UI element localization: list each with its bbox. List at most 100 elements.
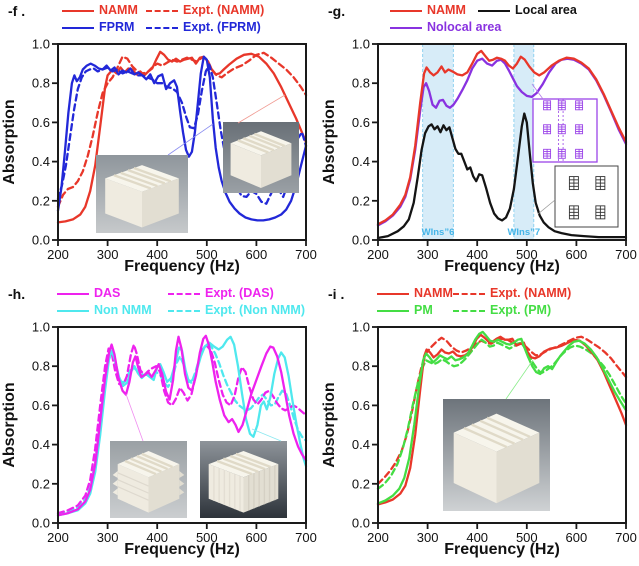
absorption-chart-i: 200 300 400 500 600 700 0.0 0.2 0.4 0.6 0.8 1.0 Freq… bbox=[321, 320, 637, 559]
solid-line-swatch bbox=[390, 26, 422, 29]
cube-top-face bbox=[230, 131, 292, 156]
solid-line-swatch bbox=[377, 292, 409, 295]
x-tick-label: 200 bbox=[47, 530, 69, 545]
legend-item-expt-namm: Expt. (NAMM) bbox=[146, 3, 264, 18]
y-tick-label: 0.0 bbox=[352, 233, 370, 248]
y-tick-label: 0.8 bbox=[352, 359, 370, 374]
x-tick-label: 400 bbox=[466, 247, 488, 262]
legend-label: Non NMM bbox=[94, 303, 152, 317]
y-tick-label: 0.8 bbox=[352, 76, 370, 91]
panel-label: -f . bbox=[8, 3, 26, 19]
x-axis-label: Frequency (Hz) bbox=[444, 258, 560, 275]
resonator-unit-icon bbox=[543, 124, 552, 135]
y-tick-label: 0.6 bbox=[32, 115, 50, 130]
cube-left-face bbox=[230, 143, 261, 188]
connector-line bbox=[125, 393, 144, 442]
legend: DAS Expt. (DAS) Non NMM Expt. (Non NMM) bbox=[0, 283, 319, 323]
cube-right-face bbox=[142, 178, 179, 228]
x-tick-label: 400 bbox=[146, 530, 168, 545]
legend-label: NAMM bbox=[99, 3, 138, 17]
cube-right-face bbox=[496, 432, 540, 504]
solid-line-swatch bbox=[57, 292, 89, 295]
x-tick-label: 300 bbox=[417, 530, 439, 545]
legend-item-expt-pm: Expt. (PM) bbox=[453, 303, 551, 318]
y-axis-label: Absorption bbox=[321, 99, 338, 184]
cube-right-face bbox=[261, 143, 292, 188]
cube-right-face bbox=[148, 464, 180, 513]
inset-schematic-purple bbox=[532, 98, 598, 163]
y-tick-label: 0.2 bbox=[352, 476, 370, 491]
y-tick-label: 0.2 bbox=[32, 193, 50, 208]
y-tick-label: 0.2 bbox=[32, 476, 50, 491]
curve-fprm bbox=[56, 55, 308, 222]
connector-line bbox=[505, 359, 534, 400]
dashed-line-swatch bbox=[146, 26, 178, 29]
x-tick-label: 400 bbox=[146, 247, 168, 262]
x-tick-label: 200 bbox=[47, 247, 69, 262]
curve-expt-pm bbox=[376, 338, 628, 490]
inset-schematic-black bbox=[554, 165, 619, 228]
legend-item-local-area: Local area bbox=[478, 3, 577, 18]
y-tick-label: 0.8 bbox=[32, 359, 50, 374]
legend-label: NAMM bbox=[427, 3, 466, 17]
y-tick-label: 0.4 bbox=[352, 154, 370, 169]
solid-line-swatch bbox=[390, 9, 422, 12]
legend-label: Local area bbox=[515, 3, 577, 17]
inset-sample-photo-steps bbox=[110, 441, 187, 518]
plot-frame bbox=[57, 326, 307, 524]
x-tick-label: 600 bbox=[246, 530, 268, 545]
resonator-unit-icon bbox=[543, 148, 552, 159]
y-axis-label: Absorption bbox=[1, 99, 18, 184]
legend-label: Expt. (FPRM) bbox=[183, 20, 261, 34]
absorption-chart-h: 200 300 400 500 600 700 0.0 0.2 0.4 0.6 0.8 1.0 Freq… bbox=[1, 320, 317, 559]
legend-label: PM bbox=[414, 303, 433, 317]
legend-item-expt-non-nmm: Expt. (Non NMM) bbox=[168, 303, 305, 318]
legend-label: Expt. (NAMM) bbox=[490, 286, 572, 300]
y-tick-label: 0.0 bbox=[32, 233, 50, 248]
cube-top-face bbox=[105, 165, 179, 192]
legend-item-namm: NAMM bbox=[390, 3, 466, 18]
legend-item-fprm: FPRM bbox=[62, 20, 134, 35]
plot-frame bbox=[377, 326, 627, 524]
curve-pm bbox=[376, 330, 628, 505]
panel-g: -g. NAMM Local area Nolocal area WIns”6 WIn… bbox=[320, 0, 639, 283]
y-tick-label: 0.0 bbox=[352, 516, 370, 531]
x-tick-label: 700 bbox=[615, 247, 637, 262]
x-tick-label: 700 bbox=[295, 530, 317, 545]
resonator-unit-icon bbox=[575, 148, 584, 159]
plot-frame bbox=[377, 43, 627, 241]
connector-line bbox=[537, 199, 556, 215]
panel-label: -g. bbox=[328, 3, 346, 19]
solid-line-swatch bbox=[478, 9, 510, 12]
x-tick-label: 300 bbox=[417, 247, 439, 262]
x-tick-label: 200 bbox=[367, 530, 389, 545]
resonator-unit-icon bbox=[557, 124, 566, 135]
resonator-unit-icon bbox=[568, 205, 579, 220]
legend-label: Expt. (NAMM) bbox=[183, 3, 265, 17]
resonator-unit-icon bbox=[575, 124, 584, 135]
x-axis-label: Frequency (Hz) bbox=[124, 258, 240, 275]
connector-line bbox=[237, 94, 286, 124]
curve-namm bbox=[56, 50, 308, 224]
cube-left-face bbox=[453, 432, 497, 504]
x-tick-label: 200 bbox=[367, 247, 389, 262]
dashed-line-swatch bbox=[168, 309, 200, 312]
curve-expt-das bbox=[56, 343, 308, 515]
y-tick-label: 0.4 bbox=[32, 154, 50, 169]
connector-line bbox=[531, 83, 544, 100]
connector-line bbox=[167, 123, 214, 156]
panel-label: -i . bbox=[328, 286, 345, 302]
inset-sample-photo-striped bbox=[223, 122, 299, 193]
solid-line-swatch bbox=[57, 309, 89, 312]
resonator-unit-icon bbox=[575, 100, 584, 111]
legend-item-pm: PM bbox=[377, 303, 433, 318]
legend-item-expt-das: Expt. (DAS) bbox=[168, 286, 274, 301]
legend-item-das: DAS bbox=[57, 286, 120, 301]
x-tick-label: 600 bbox=[246, 247, 268, 262]
highlight-band bbox=[513, 44, 534, 240]
x-tick-label: 600 bbox=[566, 247, 588, 262]
y-tick-label: 0.6 bbox=[352, 115, 370, 130]
resonator-unit-icon bbox=[543, 100, 552, 111]
legend-label: Expt. (Non NMM) bbox=[205, 303, 305, 317]
